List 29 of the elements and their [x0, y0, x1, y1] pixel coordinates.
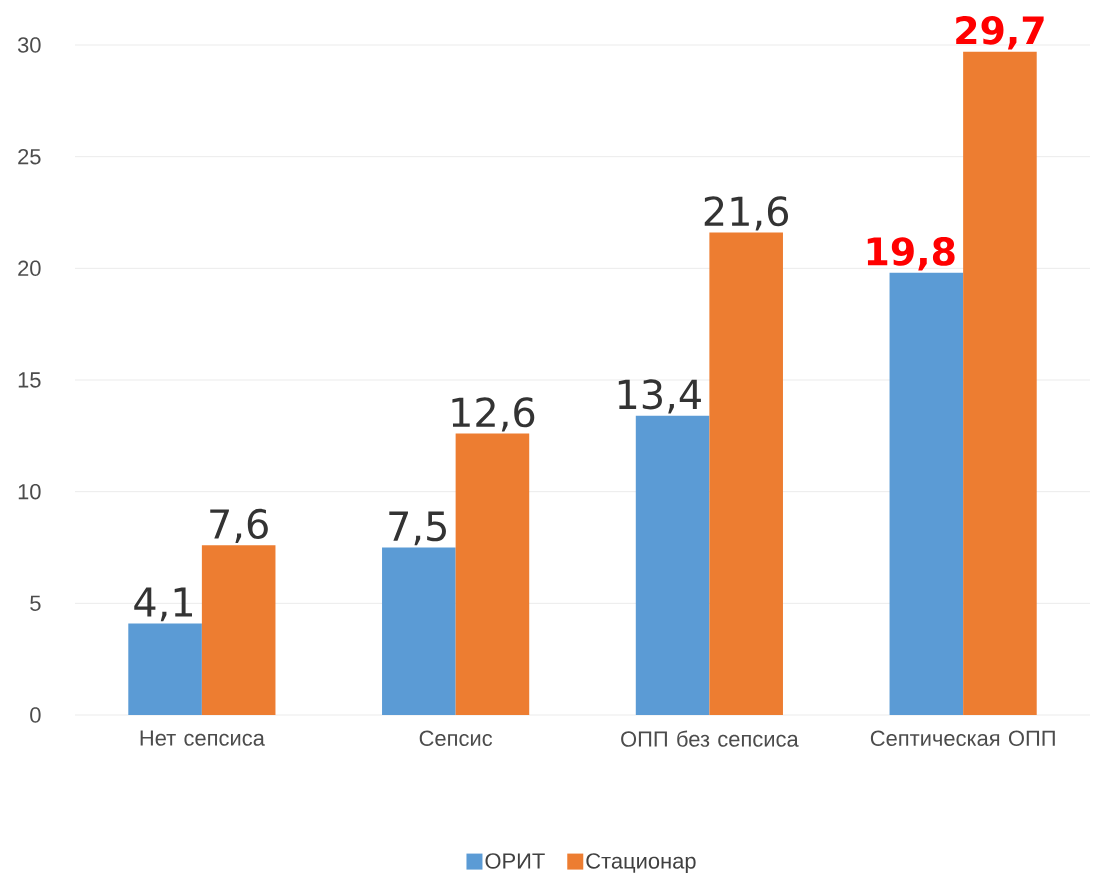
bar — [963, 51, 1037, 715]
legend-label: Стационар — [586, 853, 696, 874]
y-tick-label: 10 — [18, 483, 41, 500]
bar — [635, 415, 710, 715]
bar — [128, 623, 202, 715]
data-label: 4,1 — [134, 587, 192, 622]
y-tick-label: 30 — [17, 37, 41, 53]
bar — [201, 545, 276, 715]
bar — [455, 433, 530, 715]
data-label: 7,5 — [389, 511, 446, 546]
y-tick-label: 15 — [18, 372, 41, 388]
x-tick-label: Сепсис — [419, 730, 493, 747]
bar — [709, 232, 783, 715]
x-tick-label: Нет сепсиса — [140, 730, 265, 746]
data-label: 7,6 — [210, 508, 268, 544]
x-tick-label: Септическая ОПП — [870, 730, 1055, 747]
data-label: 12,6 — [452, 397, 535, 432]
data-label: 29,7 — [956, 16, 1044, 50]
y-tick-label: 0 — [30, 707, 41, 723]
data-label: 19,8 — [867, 237, 955, 271]
x-tick-label: ОПП без сепсиса — [621, 730, 799, 747]
y-tick-label: 5 — [30, 595, 41, 611]
bar — [382, 547, 456, 715]
y-tick-label: 25 — [18, 148, 41, 165]
y-tick-label: 20 — [18, 260, 41, 277]
data-label: 13,4 — [618, 379, 701, 414]
bar — [889, 272, 964, 715]
legend-label: ОРИТ — [485, 853, 545, 869]
data-label: 21,6 — [704, 196, 789, 231]
